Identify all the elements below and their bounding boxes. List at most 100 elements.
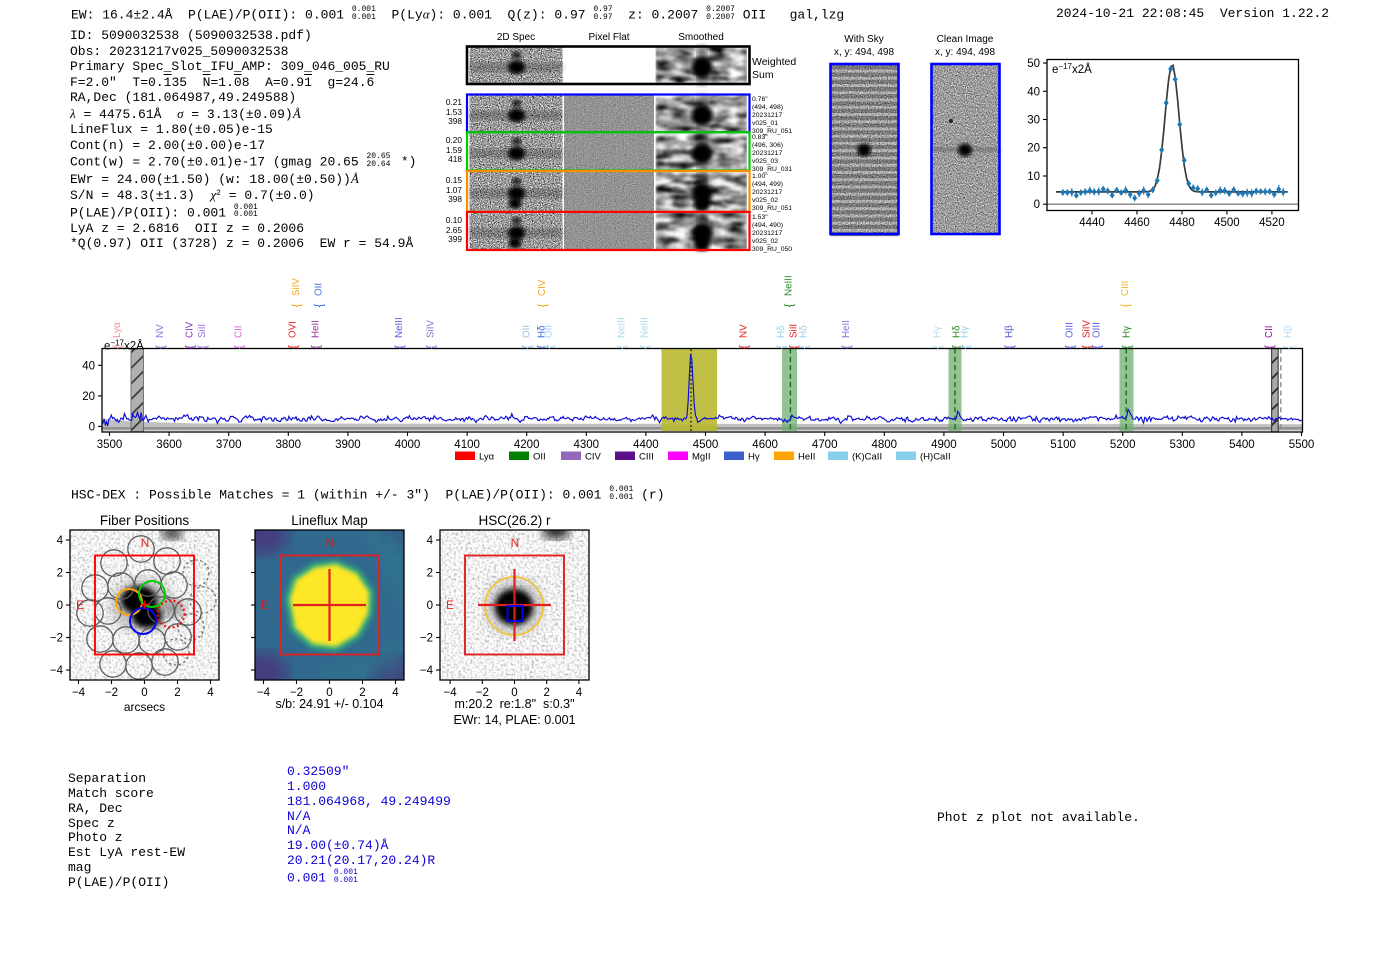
svg-text:4500: 4500 bbox=[693, 439, 719, 451]
svg-text:4700: 4700 bbox=[812, 439, 838, 451]
svg-text:{: { bbox=[1120, 345, 1134, 349]
svg-text:OII: OII bbox=[544, 325, 555, 338]
svg-text:40: 40 bbox=[1027, 86, 1040, 98]
svg-text:{: { bbox=[782, 303, 796, 307]
svg-text:E: E bbox=[76, 598, 84, 612]
svg-text:OII: OII bbox=[533, 452, 546, 463]
svg-text:−2: −2 bbox=[50, 633, 63, 645]
svg-text:{: { bbox=[1090, 345, 1104, 349]
svg-text:{: { bbox=[183, 345, 197, 349]
svg-text:2: 2 bbox=[174, 687, 180, 699]
svg-text:{: { bbox=[638, 345, 652, 349]
svg-text:{: { bbox=[424, 345, 438, 349]
svg-text:SiII: SiII bbox=[197, 324, 208, 338]
svg-text:{: { bbox=[535, 303, 549, 307]
svg-text:CIII: CIII bbox=[1120, 281, 1131, 296]
svg-text:3700: 3700 bbox=[216, 439, 242, 451]
svg-text:MgII: MgII bbox=[692, 452, 710, 463]
svg-text:{: { bbox=[1080, 345, 1094, 349]
svg-text:4440: 4440 bbox=[1079, 217, 1105, 229]
svg-text:HeII: HeII bbox=[798, 452, 815, 463]
svg-text:−2: −2 bbox=[290, 687, 303, 699]
svg-text:EWr: 14, PLAE: 0.001: EWr: 14, PLAE: 0.001 bbox=[453, 713, 575, 727]
svg-text:5200: 5200 bbox=[1110, 439, 1136, 451]
svg-text:{: { bbox=[535, 345, 549, 349]
svg-text:Hδ: Hδ bbox=[537, 325, 548, 338]
svg-text:{: { bbox=[1002, 345, 1016, 349]
svg-text:3800: 3800 bbox=[276, 439, 302, 451]
svg-text:4: 4 bbox=[392, 687, 399, 699]
svg-text:{: { bbox=[774, 345, 788, 349]
svg-text:SiII: SiII bbox=[789, 324, 800, 338]
svg-text:Hγ: Hγ bbox=[748, 452, 760, 463]
svg-text:{: { bbox=[737, 345, 751, 349]
svg-text:Lyα: Lyα bbox=[112, 322, 123, 338]
svg-text:HeII: HeII bbox=[311, 320, 322, 338]
svg-text:3600: 3600 bbox=[156, 439, 182, 451]
svg-text:{: { bbox=[232, 345, 246, 349]
svg-text:0: 0 bbox=[57, 600, 63, 612]
svg-text:2: 2 bbox=[427, 568, 433, 580]
svg-text:NV: NV bbox=[739, 324, 750, 338]
svg-text:4: 4 bbox=[207, 687, 214, 699]
svg-text:{: { bbox=[839, 345, 853, 349]
svg-text:0: 0 bbox=[427, 600, 433, 612]
svg-text:{: { bbox=[950, 345, 964, 349]
svg-text:4000: 4000 bbox=[395, 439, 421, 451]
svg-text:{: { bbox=[542, 345, 556, 349]
svg-text:OVI: OVI bbox=[288, 321, 299, 338]
svg-text:CII: CII bbox=[1264, 325, 1275, 338]
svg-text:40: 40 bbox=[82, 360, 95, 372]
svg-text:50: 50 bbox=[1027, 58, 1040, 70]
svg-text:SiIV: SiIV bbox=[1082, 320, 1093, 338]
svg-text:5000: 5000 bbox=[991, 439, 1017, 451]
svg-text:{: { bbox=[520, 345, 534, 349]
svg-text:5400: 5400 bbox=[1229, 439, 1255, 451]
svg-text:4900: 4900 bbox=[931, 439, 957, 451]
svg-text:−4: −4 bbox=[420, 665, 434, 677]
svg-text:E: E bbox=[261, 598, 269, 612]
svg-text:m:20.2 re:1.8" s:0.3": m:20.2 re:1.8" s:0.3" bbox=[454, 697, 574, 711]
svg-text:CII: CII bbox=[234, 325, 245, 338]
svg-text:5300: 5300 bbox=[1170, 439, 1196, 451]
svg-text:0: 0 bbox=[326, 687, 332, 699]
svg-text:−4: −4 bbox=[72, 687, 86, 699]
svg-text:{: { bbox=[195, 345, 209, 349]
svg-text:20: 20 bbox=[82, 391, 95, 403]
svg-text:NeIII: NeIII bbox=[640, 317, 651, 338]
svg-text:0: 0 bbox=[511, 687, 517, 699]
svg-text:CIV: CIV bbox=[537, 279, 548, 296]
svg-text:{: { bbox=[392, 345, 406, 349]
svg-text:NeIII: NeIII bbox=[617, 317, 628, 338]
svg-text:−2: −2 bbox=[476, 687, 489, 699]
svg-text:CIII: CIII bbox=[639, 452, 654, 463]
svg-text:Hβ: Hβ bbox=[1004, 325, 1015, 338]
svg-text:{: { bbox=[289, 303, 303, 307]
svg-text:Hγ: Hγ bbox=[932, 326, 943, 338]
svg-text:4400: 4400 bbox=[633, 439, 659, 451]
svg-text:E: E bbox=[446, 598, 454, 612]
svg-text:{: { bbox=[1281, 345, 1295, 349]
svg-text:{: { bbox=[110, 345, 124, 349]
svg-text:OII: OII bbox=[522, 325, 533, 338]
svg-text:Hβ: Hβ bbox=[1283, 325, 1294, 338]
svg-text:(K)CaII: (K)CaII bbox=[852, 452, 882, 463]
svg-text:4200: 4200 bbox=[514, 439, 540, 451]
svg-text:4: 4 bbox=[427, 535, 434, 547]
svg-text:Hγ: Hγ bbox=[960, 326, 971, 338]
svg-text:{: { bbox=[958, 345, 972, 349]
svg-text:{: { bbox=[615, 345, 629, 349]
svg-text:{: { bbox=[1063, 345, 1077, 349]
svg-text:−4: −4 bbox=[444, 687, 458, 699]
svg-text:NeIII: NeIII bbox=[394, 317, 405, 338]
svg-text:4800: 4800 bbox=[872, 439, 898, 451]
svg-text:{: { bbox=[787, 345, 801, 349]
svg-text:Hδ: Hδ bbox=[952, 325, 963, 338]
svg-text:4: 4 bbox=[576, 687, 583, 699]
svg-text:2: 2 bbox=[359, 687, 365, 699]
svg-text:4480: 4480 bbox=[1169, 217, 1195, 229]
svg-text:4600: 4600 bbox=[752, 439, 778, 451]
svg-text:s/b: 24.91 +/- 0.104: s/b: 24.91 +/- 0.104 bbox=[275, 697, 383, 711]
svg-text:5100: 5100 bbox=[1050, 439, 1076, 451]
svg-text:HeII: HeII bbox=[841, 320, 852, 338]
